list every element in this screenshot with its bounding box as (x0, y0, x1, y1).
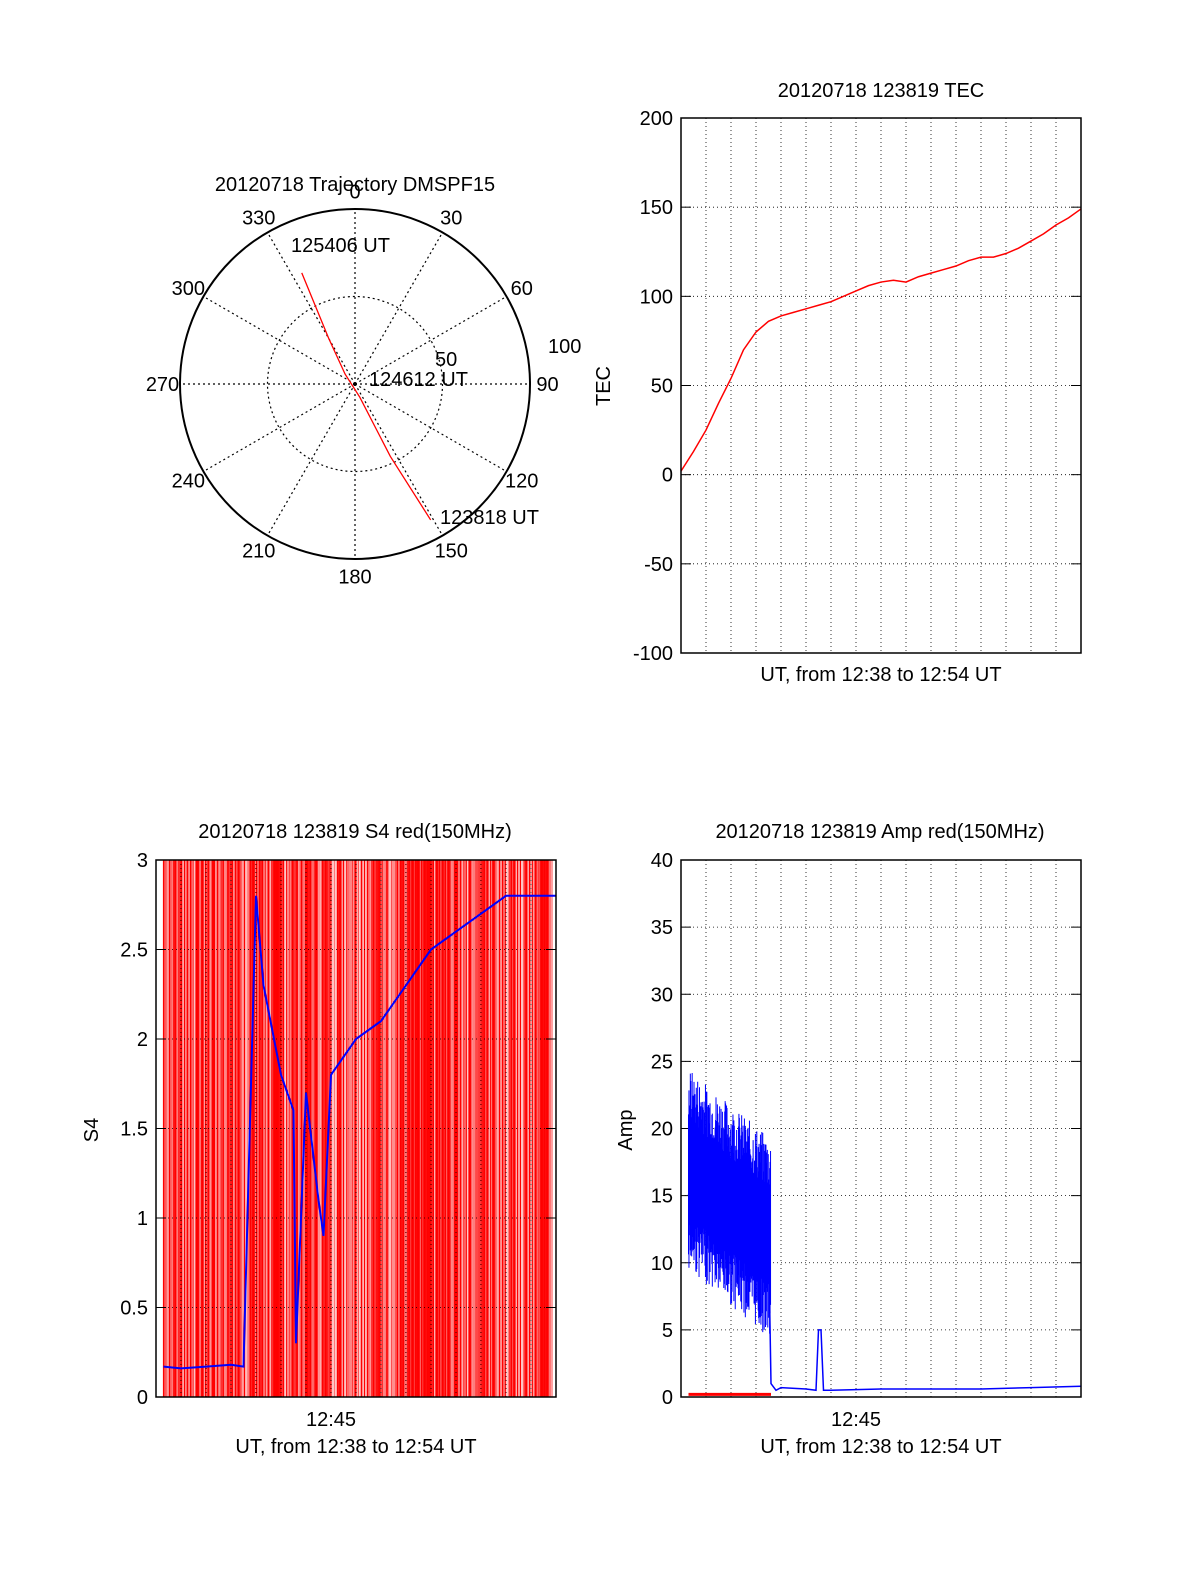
y-tick-label: 1.5 (120, 1119, 148, 1141)
polar-spoke (266, 232, 356, 385)
y-tick-label: 200 (640, 108, 673, 130)
amp-frame (680, 859, 1082, 1398)
polar-trajectory-line (301, 272, 432, 521)
polar-angle-label: 330 (242, 207, 275, 229)
polar-panel: 20120718 Trajectory DMSPF15 0 30 60 90 120 15… (146, 174, 582, 589)
y-tick-label: 40 (651, 850, 673, 872)
polar-angle-label: 0 (349, 182, 360, 204)
s4-panel: 20120718 123819 S4 red(150MHz) 0 0.5 1 1.5 2… (81, 821, 557, 1458)
polar-annotation-end: 125406 UT (291, 235, 390, 257)
tec-title: 20120718 123819 TEC (778, 80, 984, 102)
polar-angle-label: 120 (505, 470, 538, 492)
tec-frame (680, 117, 1082, 654)
y-tick-label: 2 (137, 1029, 148, 1051)
polar-spoke (354, 383, 507, 473)
y-tick-label: 0.5 (120, 1298, 148, 1320)
amp-y-ticks: 0 5 10 15 20 25 30 35 40 (651, 850, 673, 1409)
polar-angle-labels: 0 30 60 90 120 150 180 210 240 270 300 330 (146, 182, 559, 589)
polar-angle-label: 270 (146, 374, 179, 396)
y-tick-label: 100 (640, 286, 673, 308)
polar-spoke (354, 383, 444, 536)
polar-angle-label: 30 (440, 207, 462, 229)
y-tick-label: -50 (644, 554, 673, 576)
y-tick-label: 3 (137, 850, 148, 872)
polar-angle-label: 150 (435, 541, 468, 563)
polar-angle-label: 180 (338, 567, 371, 589)
y-tick-label: 2.5 (120, 940, 148, 962)
amp-x-ticks: 12:45 (831, 1409, 881, 1431)
y-tick-label: 5 (662, 1320, 673, 1342)
polar-inner-circle (266, 295, 444, 473)
polar-spokes (180, 209, 530, 559)
x-tick-label: 12:45 (831, 1409, 881, 1431)
polar-spoke (266, 383, 356, 536)
s4-x-ticks: 12:45 (306, 1409, 356, 1431)
amp-blue-line (687, 1152, 1082, 1392)
amp-title: 20120718 123819 Amp red(150MHz) (715, 821, 1044, 843)
y-tick-label: 150 (640, 197, 673, 219)
y-tick-label: 30 (651, 984, 673, 1006)
s4-red-series (162, 860, 553, 1397)
amp-grid (681, 859, 1081, 1398)
s4-xlabel: UT, from 12:38 to 12:54 UT (235, 1436, 476, 1458)
amp-xlabel: UT, from 12:38 to 12:54 UT (760, 1436, 1001, 1458)
tec-xlabel: UT, from 12:38 to 12:54 UT (760, 664, 1001, 686)
polar-outer-circle (179, 208, 531, 560)
polar-title: 20120718 Trajectory DMSPF15 (215, 174, 495, 196)
polar-spoke (354, 232, 444, 385)
tec-ylabel: TEC (593, 366, 615, 406)
polar-angle-label: 300 (172, 278, 205, 300)
s4-title: 20120718 123819 S4 red(150MHz) (198, 821, 512, 843)
polar-spoke (203, 295, 356, 385)
y-tick-label: 0 (137, 1387, 148, 1409)
x-tick-label: 12:45 (306, 1409, 356, 1431)
y-tick-label: 35 (651, 917, 673, 939)
amp-panel: 20120718 123819 Amp red(150MHz) 0 5 10 15 20… (615, 821, 1082, 1458)
polar-radius-label-100: 100 (548, 336, 581, 358)
y-tick-label: 0 (662, 1387, 673, 1409)
s4-y-ticks: 0 0.5 1 1.5 2 2.5 3 (120, 850, 148, 1409)
s4-ylabel: S4 (81, 1118, 103, 1142)
y-tick-label: 0 (662, 465, 673, 487)
y-tick-label: 15 (651, 1186, 673, 1208)
s4-blue-line (163, 894, 556, 1370)
polar-annotation-start: 123818 UT (440, 507, 539, 529)
polar-angle-label: 90 (536, 374, 558, 396)
s4-grid (156, 859, 556, 1398)
polar-spoke (203, 383, 356, 473)
polar-angle-label: 240 (172, 470, 205, 492)
y-tick-label: 25 (651, 1051, 673, 1073)
tec-line (680, 208, 1082, 472)
tec-grid (681, 117, 1081, 654)
polar-angle-label: 60 (511, 278, 533, 300)
y-tick-label: 50 (651, 376, 673, 398)
tec-y-ticks: -100 -50 0 50 100 150 200 (633, 108, 673, 665)
polar-annotation-mid: 124612 UT (369, 369, 468, 391)
polar-spoke (354, 295, 507, 385)
y-tick-label: -100 (633, 643, 673, 665)
amp-blue-noise (688, 1073, 772, 1334)
polar-angle-label: 210 (242, 541, 275, 563)
amp-ylabel: Amp (615, 1109, 637, 1150)
y-tick-label: 10 (651, 1253, 673, 1275)
y-tick-label: 20 (651, 1119, 673, 1141)
y-tick-label: 1 (137, 1208, 148, 1230)
tec-panel: 20120718 123819 TEC -100-50050100150200 … (593, 80, 1082, 686)
polar-radius-label-50: 50 (435, 349, 457, 371)
s4-frame (155, 859, 557, 1398)
